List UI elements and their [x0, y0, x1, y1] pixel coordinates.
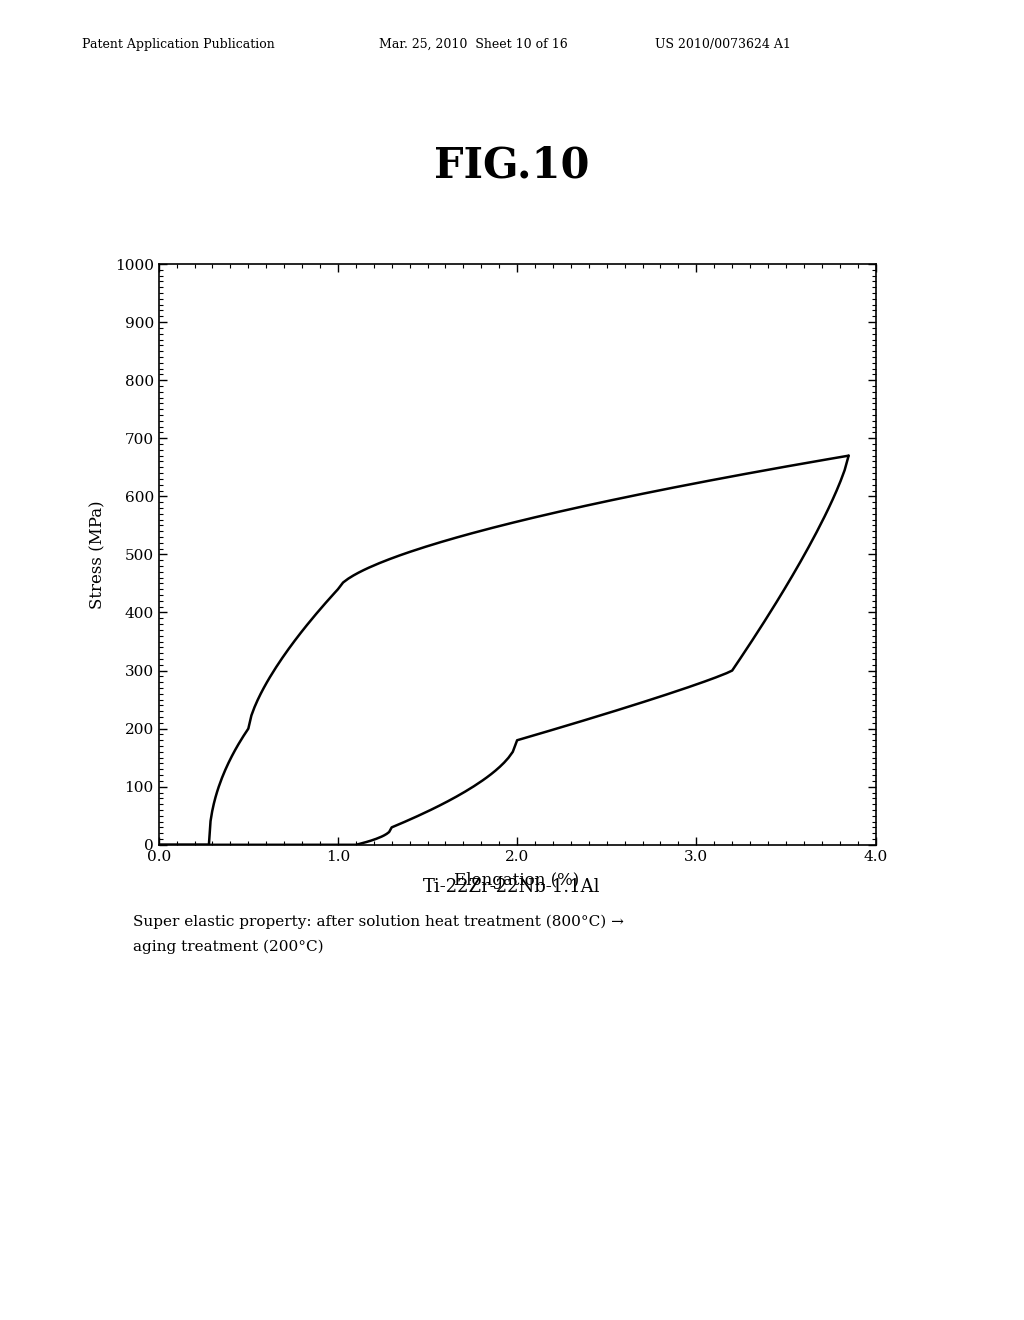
- Text: aging treatment (200°C): aging treatment (200°C): [133, 940, 324, 953]
- Text: Super elastic property: after solution heat treatment (800°C) →: Super elastic property: after solution h…: [133, 915, 624, 928]
- Text: Mar. 25, 2010  Sheet 10 of 16: Mar. 25, 2010 Sheet 10 of 16: [379, 37, 567, 50]
- Y-axis label: Stress (MPa): Stress (MPa): [89, 500, 106, 609]
- Text: Patent Application Publication: Patent Application Publication: [82, 37, 274, 50]
- Text: FIG.10: FIG.10: [434, 144, 590, 186]
- Text: US 2010/0073624 A1: US 2010/0073624 A1: [655, 37, 792, 50]
- Text: Ti-22Zr-22Nb-1.1Al: Ti-22Zr-22Nb-1.1Al: [423, 878, 601, 896]
- X-axis label: Elongation (%): Elongation (%): [455, 873, 580, 888]
